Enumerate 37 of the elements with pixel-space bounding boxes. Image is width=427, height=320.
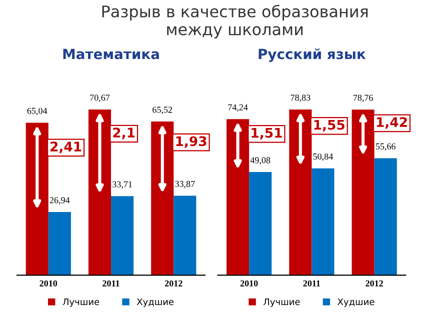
annotation: 1,51 bbox=[252, 128, 282, 140]
annotation: 1,42 bbox=[376, 117, 407, 129]
annotation: 2,41 bbox=[50, 142, 82, 154]
chart-subtitle: Математика bbox=[63, 48, 159, 60]
chart-title: Разрыв в качестве образования между школами bbox=[102, 4, 368, 38]
data-label: 70,67 bbox=[90, 94, 110, 102]
data-label: 65,52 bbox=[152, 106, 172, 114]
bar bbox=[111, 196, 134, 276]
x-tick-label: 2010 bbox=[240, 280, 258, 286]
data-label: 55,66 bbox=[376, 143, 396, 151]
annotation: 1,93 bbox=[176, 136, 206, 148]
annotation: 1,55 bbox=[314, 120, 344, 132]
bar bbox=[249, 172, 272, 276]
data-label: 50,84 bbox=[313, 153, 333, 161]
x-tick-label: 2010 bbox=[40, 280, 58, 286]
bar bbox=[174, 196, 196, 276]
legend-label: Лучшие bbox=[62, 298, 100, 307]
legend-label: Лучшие bbox=[263, 298, 300, 307]
chart-subtitle: Русский язык bbox=[258, 48, 366, 62]
data-label: 78,83 bbox=[290, 94, 310, 102]
annotation: 2,1 bbox=[113, 128, 135, 140]
bar bbox=[374, 158, 397, 276]
x-tick-label: 2011 bbox=[303, 280, 320, 286]
x-tick-label: 2012 bbox=[366, 280, 383, 286]
data-label: 33,71 bbox=[112, 181, 132, 189]
data-label: 65,04 bbox=[27, 108, 48, 116]
data-label: 26,94 bbox=[50, 197, 70, 205]
bar bbox=[48, 212, 71, 276]
data-label: 33,87 bbox=[175, 180, 195, 188]
x-tick-label: 2011 bbox=[102, 280, 120, 286]
x-tick-label: 2012 bbox=[165, 280, 182, 286]
legend-label: Худшие bbox=[338, 298, 374, 307]
data-label: 78,76 bbox=[354, 94, 373, 102]
legend-label: Худшие bbox=[136, 298, 174, 307]
data-label: 49,08 bbox=[250, 157, 270, 165]
data-label: 74,24 bbox=[228, 104, 248, 112]
bar bbox=[312, 168, 334, 276]
